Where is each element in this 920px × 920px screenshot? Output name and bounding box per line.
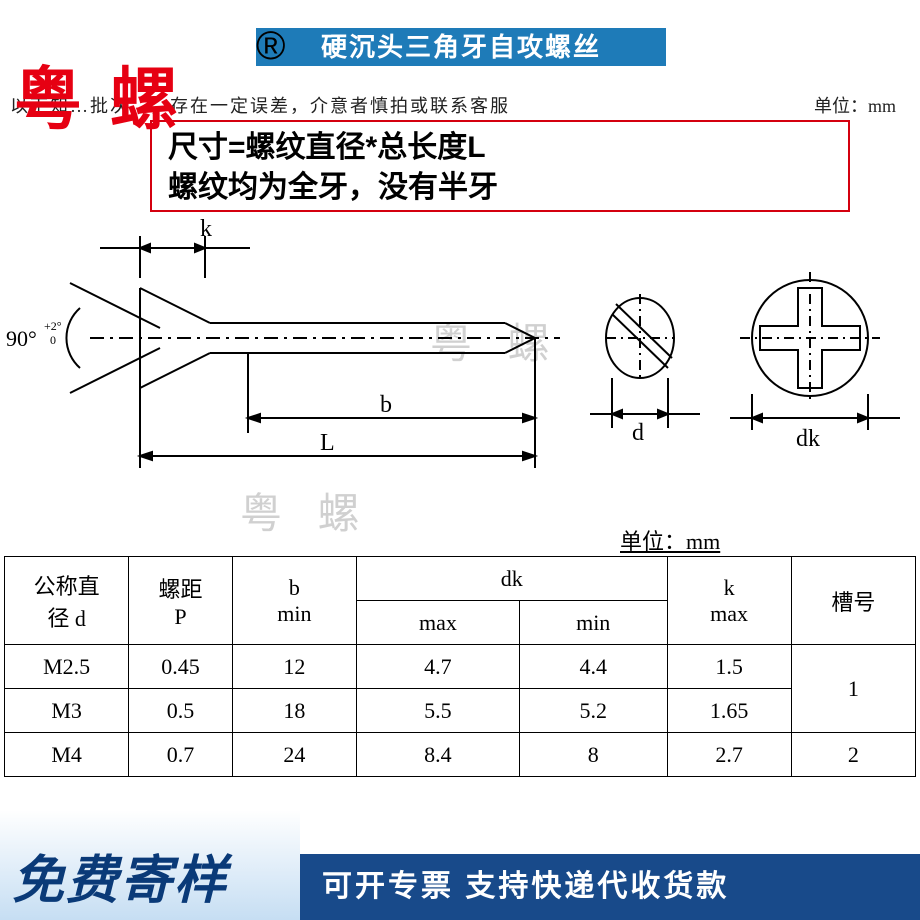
unit-label-top: 单位：mm — [814, 92, 896, 118]
footer: 免费寄样 可开专票 支持快递代收货款 — [0, 810, 920, 920]
free-sample-text: 免费寄样 — [12, 838, 300, 913]
size-note-line1: 尺寸=螺纹直径*总长度L — [168, 128, 832, 168]
table-row: M2.5 0.45 12 4.7 4.4 1.5 1 — [5, 645, 916, 689]
size-note-line2: 螺纹均为全牙，没有半牙 — [168, 168, 832, 208]
svg-text:d: d — [632, 420, 644, 446]
svg-text:L: L — [320, 430, 335, 456]
spec-table: 公称直径 d 螺距P bmin dk kmax 槽号 max min M2.5 … — [4, 556, 916, 777]
unit-label-mid: 单位：mm — [620, 524, 720, 556]
svg-text:+2°: +2° — [44, 319, 62, 333]
title-banner: 硬沉头三角牙自攻螺丝 — [256, 28, 666, 66]
table-row: M4 0.7 24 8.4 8 2.7 2 — [5, 733, 916, 777]
svg-text:90°: 90° — [6, 326, 37, 351]
watermark-red: 粤螺 — [14, 44, 206, 143]
footer-left: 免费寄样 — [0, 810, 300, 920]
svg-text:0: 0 — [50, 333, 56, 347]
svg-text:b: b — [380, 392, 392, 418]
footer-right: 可开专票 支持快递代收货款 — [300, 854, 920, 920]
svg-text:dk: dk — [796, 426, 820, 452]
svg-text:k: k — [200, 218, 212, 242]
registered-icon: ® — [256, 24, 285, 69]
size-note-box: 尺寸=螺纹直径*总长度L 螺纹均为全牙，没有半牙 — [150, 120, 850, 212]
table-row: M3 0.5 18 5.5 5.2 1.65 — [5, 689, 916, 733]
screw-diagram: k 90° +2° 0 b L — [0, 218, 920, 498]
